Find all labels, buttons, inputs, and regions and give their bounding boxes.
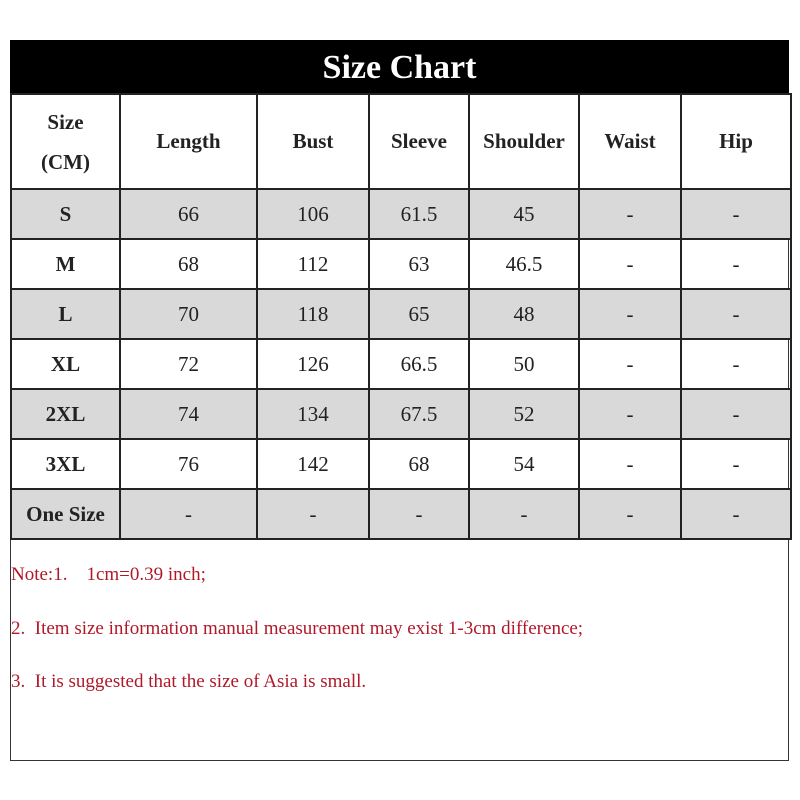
value-cell: - bbox=[680, 388, 792, 440]
value-cell: - bbox=[578, 238, 682, 290]
value-cell: - bbox=[578, 188, 682, 240]
value-cell: 70 bbox=[119, 288, 258, 340]
size-cell: 2XL bbox=[10, 388, 121, 440]
note-2: 2. Item size information manual measurem… bbox=[11, 618, 584, 639]
column-header: Sleeve bbox=[368, 93, 470, 190]
table-row: XL 72 126 66.5 50- - bbox=[10, 338, 792, 390]
value-cell: 46.5 bbox=[468, 238, 580, 290]
size-cell: 3XL bbox=[10, 438, 121, 490]
value-cell: 68 bbox=[119, 238, 258, 290]
value-cell: - bbox=[680, 188, 792, 240]
value-cell: - bbox=[578, 488, 682, 540]
value-cell: - bbox=[578, 388, 682, 440]
value-cell: 65 bbox=[368, 288, 470, 340]
column-header-line: Size bbox=[47, 109, 84, 134]
value-cell: 118 bbox=[256, 288, 370, 340]
value-cell: 134 bbox=[256, 388, 370, 440]
value-cell: 45 bbox=[468, 188, 580, 240]
value-cell: 48 bbox=[468, 288, 580, 340]
value-cell: - bbox=[578, 438, 682, 490]
chart-title: Size Chart bbox=[10, 40, 789, 93]
value-cell: - bbox=[680, 288, 792, 340]
table-row: S 66 106 61.5 45- - bbox=[10, 188, 792, 240]
size-cell: One Size bbox=[10, 488, 121, 540]
column-header: Hip bbox=[680, 93, 792, 190]
value-cell: - bbox=[680, 338, 792, 390]
note-3: 3. It is suggested that the size of Asia… bbox=[11, 671, 367, 692]
value-cell: 66.5 bbox=[368, 338, 470, 390]
table-row: 3XL 76 142 68 54- - bbox=[10, 438, 792, 490]
value-cell: - bbox=[680, 238, 792, 290]
value-cell: 66 bbox=[119, 188, 258, 240]
value-cell: 72 bbox=[119, 338, 258, 390]
column-header: Waist bbox=[578, 93, 682, 190]
value-cell: 50 bbox=[468, 338, 580, 390]
value-cell: - bbox=[578, 288, 682, 340]
value-cell: 68 bbox=[368, 438, 470, 490]
size-cell: L bbox=[10, 288, 121, 340]
value-cell: 67.5 bbox=[368, 388, 470, 440]
column-header: Length bbox=[119, 93, 258, 190]
size-cell: S bbox=[10, 188, 121, 240]
table-row: M 68 112 63 46.5- - bbox=[10, 238, 792, 290]
note-1: Note:1. 1cm=0.39 inch; bbox=[11, 564, 206, 585]
value-cell: - bbox=[680, 488, 792, 540]
column-header: Bust bbox=[256, 93, 370, 190]
value-cell: 106 bbox=[256, 188, 370, 240]
size-table: Size (CM) Length Bust Sleeve Shoulder Waist Hip… bbox=[10, 93, 792, 540]
column-header-line: (CM) bbox=[41, 149, 90, 174]
value-cell: 61.5 bbox=[368, 188, 470, 240]
value-cell: 142 bbox=[256, 438, 370, 490]
value-cell: - bbox=[256, 488, 370, 540]
value-cell: - bbox=[680, 438, 792, 490]
size-cell: XL bbox=[10, 338, 121, 390]
value-cell: - bbox=[578, 338, 682, 390]
header-row: Size (CM) Length Bust Sleeve Shoulder Waist Hip bbox=[10, 93, 792, 190]
size-cell: M bbox=[10, 238, 121, 290]
value-cell: 52 bbox=[468, 388, 580, 440]
table-row: L 70 118 65 48- - bbox=[10, 288, 792, 340]
column-header: Size (CM) bbox=[10, 93, 121, 190]
table-row: One Size - - - - - - bbox=[10, 488, 792, 540]
value-cell: 74 bbox=[119, 388, 258, 440]
value-cell: 54 bbox=[468, 438, 580, 490]
value-cell: - bbox=[368, 488, 470, 540]
value-cell: 76 bbox=[119, 438, 258, 490]
value-cell: - bbox=[468, 488, 580, 540]
value-cell: 126 bbox=[256, 338, 370, 390]
value-cell: 112 bbox=[256, 238, 370, 290]
column-header: Shoulder bbox=[468, 93, 580, 190]
value-cell: 63 bbox=[368, 238, 470, 290]
value-cell: - bbox=[119, 488, 258, 540]
table-row: 2XL 74 134 67.5 52- - bbox=[10, 388, 792, 440]
